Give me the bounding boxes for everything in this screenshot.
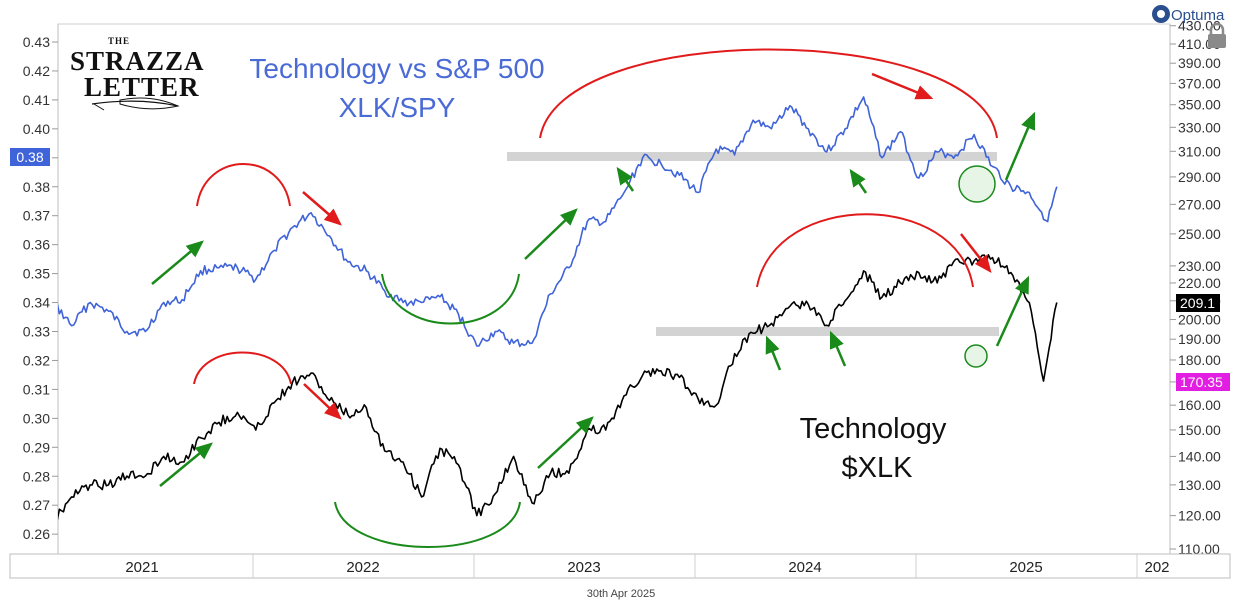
green-arrow [849, 168, 868, 194]
logo-strazza: STRAZZA [70, 46, 205, 76]
ratio-support-band [507, 152, 997, 161]
right-tick-label: 150.00 [1178, 422, 1221, 438]
right-tick-label: 290.00 [1178, 169, 1221, 185]
left-tick-label: 0.26 [23, 526, 50, 542]
price-support-band [656, 327, 999, 336]
date-label: 30th Apr 2025 [587, 588, 656, 600]
x-axis-bar [9, 553, 1231, 579]
green-arrow [159, 442, 213, 487]
green-arrow [524, 208, 578, 260]
green-arrow [765, 335, 782, 371]
price-top-arc-2024 [756, 213, 974, 288]
series-layer [58, 96, 1058, 521]
annotation-arrows [151, 72, 1036, 487]
green-arrow [995, 275, 1030, 347]
right-tick-label: 310.00 [1178, 143, 1221, 159]
right-tick-label: 330.00 [1178, 119, 1221, 135]
right-tick-label: 350.00 [1178, 97, 1221, 113]
right-tick-label: 180.00 [1178, 352, 1221, 368]
right-tick-label: 140.00 [1178, 448, 1221, 464]
ratio-bottom-arc-2022 [381, 273, 520, 325]
red-arrow [871, 72, 934, 100]
price-low-badge: 170.35 [1176, 373, 1230, 391]
logo-the: THE [108, 36, 130, 46]
price-top-arc-2021 [193, 351, 292, 385]
price-subtitle: $XLK [842, 452, 914, 484]
green-arrow [616, 166, 635, 192]
strazza-letter-logo: THE STRAZZA LETTER [70, 36, 205, 111]
feather-pen-icon [91, 97, 180, 111]
green-arrow [537, 416, 594, 469]
right-tick-label: 190.00 [1178, 331, 1221, 347]
ratio-low-circle [958, 165, 996, 203]
optuma-logo-text: Optuma [1171, 7, 1225, 24]
left-tick-label: 0.40 [23, 121, 50, 137]
year-label: 2025 [1009, 559, 1042, 576]
left-tick-label: 0.37 [23, 208, 50, 224]
left-tick-label: 0.36 [23, 237, 50, 253]
year-label: 2022 [346, 559, 379, 576]
price-title: Technology [800, 413, 947, 445]
right-tick-label: 220.00 [1178, 275, 1221, 291]
left-tick-label: 0.42 [23, 63, 50, 79]
green-arrow [1004, 111, 1036, 181]
red-arrow [303, 383, 342, 420]
year-label: 202 [1144, 559, 1169, 576]
right-tick-label: 390.00 [1178, 55, 1221, 71]
price-low-circle [964, 344, 988, 368]
left-tick-label: 0.28 [23, 468, 50, 484]
plot-area [57, 23, 1171, 555]
right-tick-label: 230.00 [1178, 258, 1221, 274]
left-tick-label: 0.34 [23, 295, 50, 311]
series-line-xlk-spy [58, 96, 1058, 348]
left-tick-label: 0.30 [23, 410, 50, 426]
green-arrow [829, 330, 847, 367]
right-tick-label: 120.00 [1178, 508, 1221, 524]
price-bottom-arc-2022 [334, 501, 521, 548]
year-label: 2024 [788, 559, 821, 576]
lock-icon[interactable] [1208, 22, 1226, 48]
ratio-top-arc-2021 [196, 163, 291, 207]
ratio-current-badge: 0.38 [10, 148, 50, 166]
price-low-value: 170.35 [1180, 374, 1223, 390]
right-tick-label: 250.00 [1178, 226, 1221, 242]
left-tick-label: 0.38 [23, 179, 50, 195]
series-line-xlk [58, 254, 1058, 521]
right-tick-label: 160.00 [1178, 397, 1221, 413]
left-axis-ticks: 0.430.420.410.400.390.380.370.360.350.34… [23, 34, 58, 571]
left-tick-label: 0.29 [23, 439, 50, 455]
left-tick-label: 0.35 [23, 266, 50, 282]
ratio-title: Technology vs S&P 500 [249, 53, 544, 84]
right-axis-ticks: 430.00410.00390.00370.00350.00330.00310.… [1170, 18, 1221, 557]
left-tick-label: 0.32 [23, 352, 50, 368]
right-tick-label: 370.00 [1178, 75, 1221, 91]
green-arrow [151, 240, 204, 285]
left-tick-label: 0.41 [23, 92, 50, 108]
optuma-logo[interactable]: Optuma [1152, 5, 1225, 24]
logo-letter: LETTER [84, 72, 200, 102]
red-arrow [960, 233, 992, 273]
right-tick-label: 130.00 [1178, 477, 1221, 493]
year-label: 2021 [125, 559, 158, 576]
year-label: 2023 [567, 559, 600, 576]
right-tick-label: 200.00 [1178, 312, 1221, 328]
red-arrow [302, 191, 342, 226]
ratio-top-arc-2023 [539, 48, 998, 139]
price-current-value: 209.1 [1180, 295, 1215, 311]
ratio-current-value: 0.38 [16, 149, 43, 165]
right-tick-label: 270.00 [1178, 196, 1221, 212]
left-tick-label: 0.27 [23, 497, 50, 513]
left-tick-label: 0.43 [23, 34, 50, 50]
x-axis: 2021 2022 2023 2024 2025 202 [125, 554, 1170, 578]
left-tick-label: 0.33 [23, 324, 50, 340]
optuma-logo-icon [1152, 5, 1170, 23]
left-tick-label: 0.31 [23, 381, 50, 397]
ratio-subtitle: XLK/SPY [339, 92, 456, 123]
price-current-badge: 209.1 [1176, 294, 1220, 312]
right-tick-label: 110.00 [1178, 541, 1220, 557]
